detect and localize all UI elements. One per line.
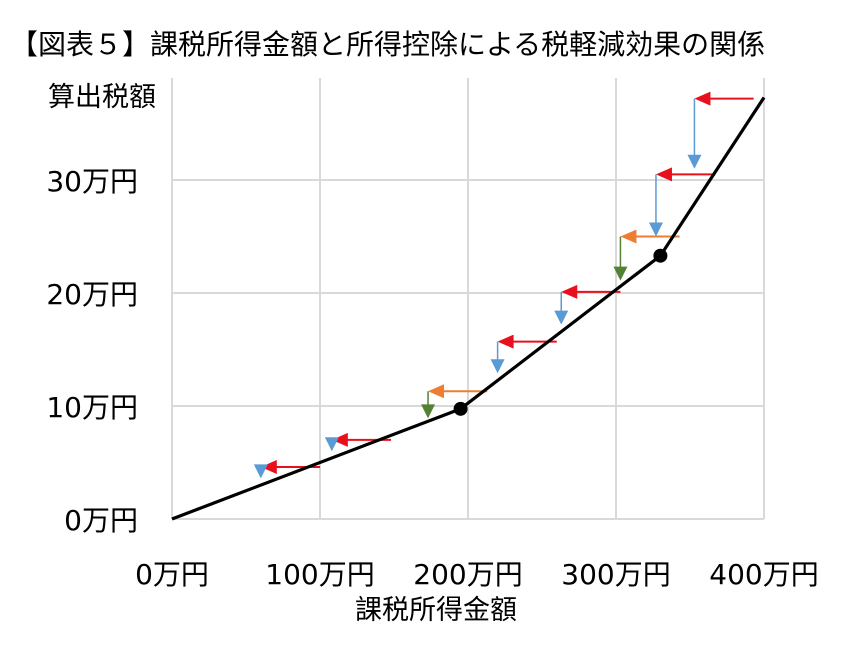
y-axis-title: 算出税額 [48,82,156,113]
bracket-change-point [453,401,468,416]
tax-reduction-head [648,222,663,237]
bracket-change-point [653,248,668,263]
tax-reduction-head [421,404,436,419]
deduction-arrow-head [694,91,711,106]
deduction-arrow-head [561,284,578,299]
deduction-arrow [648,167,716,237]
deduction-arrow [421,384,488,419]
deduction-arrow [687,91,754,169]
tax-reduction-head [490,359,505,374]
x-tick-label: 0万円 [135,558,209,591]
deduction-arrow-head [331,432,348,447]
x-tick-label: 300万円 [561,558,670,591]
tick-labels: 0万円 10万円 20万円 30万円 0万円 100万円 200万円 300万円 400万円 [46,165,818,591]
tax-reduction-head [253,464,268,479]
x-tick-label: 400万円 [709,558,818,591]
tax-line-path [171,96,766,521]
deduction-arrow-head [497,334,514,349]
chart-title: 【図表５】課税所得金額と所得控除による税軽減効果の関係 [10,28,765,61]
deduction-arrow [490,334,557,374]
deduction-arrow-head [620,229,637,244]
deduction-arrow [613,229,680,281]
x-axis-title: 課税所得金額 [355,595,517,626]
tax-reduction-head [324,437,339,452]
deduction-arrows [253,91,754,479]
tax-reduction-head [613,266,628,281]
deduction-arrow-head [655,167,672,182]
deduction-arrow [554,284,621,325]
grid-lines [171,78,765,520]
deduction-arrow-head [428,384,445,399]
y-tick-label: 0万円 [64,504,138,537]
tax-line [171,96,766,521]
deduction-arrow-head [260,460,277,475]
tax-reduction-head [554,310,569,325]
tax-reduction-head [687,154,702,169]
x-tick-label: 200万円 [413,558,522,591]
y-tick-label: 30万円 [46,165,138,198]
y-tick-label: 20万円 [46,278,138,311]
y-tick-label: 10万円 [46,391,138,424]
x-tick-label: 100万円 [265,558,374,591]
